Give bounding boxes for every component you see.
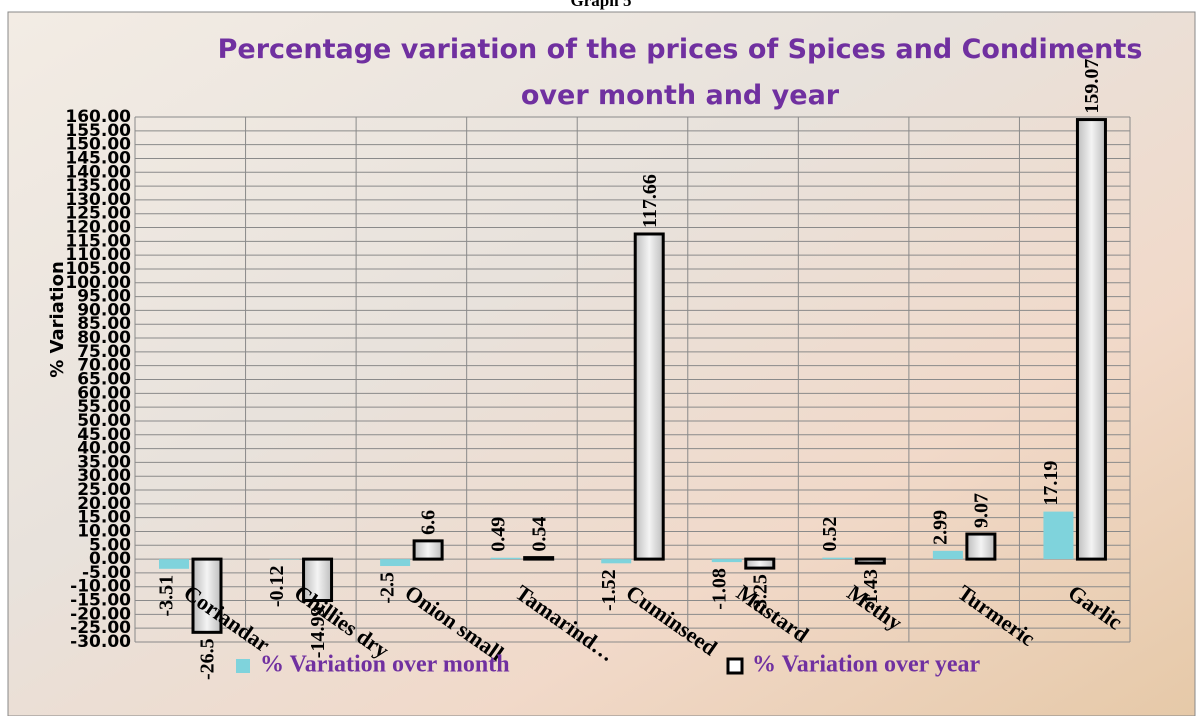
legend-swatch [236,659,250,673]
legend-label: % Variation over year [752,652,981,678]
y-tick-label: 160.00 [65,107,131,127]
y-axis-label: % Variation [47,261,68,378]
data-label: 117.66 [639,174,661,228]
bar [414,541,442,559]
legend-swatch [728,659,742,673]
legend-label: % Variation over month [260,652,510,678]
bar [1043,512,1073,559]
data-label: -2.5 [377,572,399,604]
bar [380,559,410,566]
data-label: -26.5 [197,638,219,680]
bar [159,559,189,569]
data-label: 0.54 [528,517,550,552]
data-label: 2.99 [929,510,951,545]
bar [1077,120,1105,560]
bar [525,558,553,559]
data-label: 17.19 [1040,461,1062,506]
data-label: -1.52 [598,569,620,611]
data-label: -3.51 [156,575,178,617]
bar [933,551,963,559]
data-label: 0.52 [819,517,841,552]
data-label: -0.12 [266,565,288,607]
bar [822,558,852,559]
bar [601,559,631,563]
bar [712,559,742,562]
data-label: -1.08 [708,568,730,610]
data-label: 159.07 [1081,59,1103,114]
bar [635,234,663,559]
bar [491,558,521,559]
data-label: 9.07 [970,493,992,528]
bar [856,559,884,563]
data-label: 6.6 [418,510,440,535]
data-label: 0.49 [487,517,509,552]
header: Graph 5 [571,0,632,10]
bar [746,559,774,568]
bar [967,534,995,559]
